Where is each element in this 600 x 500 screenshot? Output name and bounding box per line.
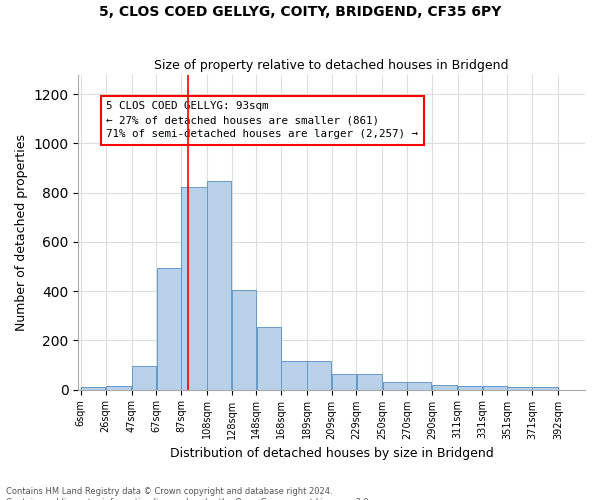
Bar [483, 386, 507, 390]
Bar [508, 387, 532, 390]
Bar [458, 386, 482, 390]
Bar [106, 386, 131, 390]
Y-axis label: Number of detached properties: Number of detached properties [15, 134, 28, 330]
Bar [157, 268, 181, 390]
Bar [357, 374, 382, 390]
Bar [257, 327, 281, 390]
Text: 5 CLOS COED GELLYG: 93sqm
← 27% of detached houses are smaller (861)
71% of semi: 5 CLOS COED GELLYG: 93sqm ← 27% of detac… [106, 102, 418, 140]
Bar [332, 374, 356, 390]
Bar [307, 362, 331, 390]
Text: Contains public sector information licensed under the Open Government Licence v3: Contains public sector information licen… [6, 498, 371, 500]
Bar [132, 366, 156, 390]
Bar [281, 362, 307, 390]
Bar [181, 186, 206, 390]
Bar [407, 382, 431, 390]
Text: 5, CLOS COED GELLYG, COITY, BRIDGEND, CF35 6PY: 5, CLOS COED GELLYG, COITY, BRIDGEND, CF… [99, 5, 501, 19]
Bar [232, 290, 256, 390]
Bar [81, 387, 105, 390]
Text: Contains HM Land Registry data © Crown copyright and database right 2024.: Contains HM Land Registry data © Crown c… [6, 487, 332, 496]
Bar [207, 181, 232, 390]
Title: Size of property relative to detached houses in Bridgend: Size of property relative to detached ho… [154, 59, 509, 72]
X-axis label: Distribution of detached houses by size in Bridgend: Distribution of detached houses by size … [170, 447, 494, 460]
Bar [532, 387, 557, 390]
Bar [432, 384, 457, 390]
Bar [383, 382, 407, 390]
